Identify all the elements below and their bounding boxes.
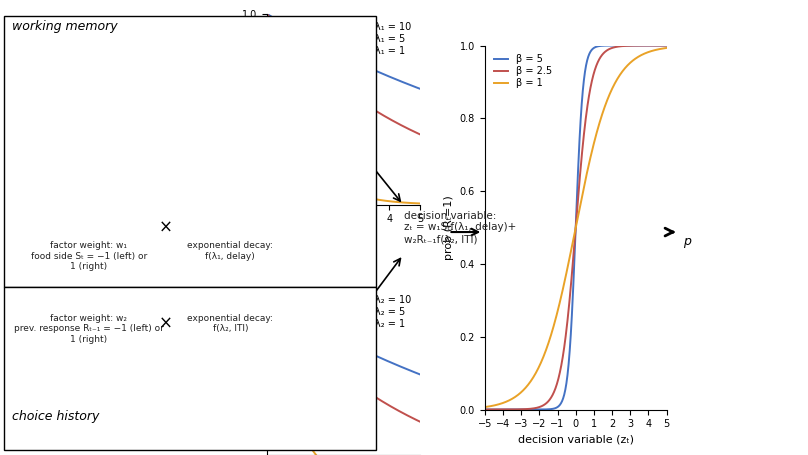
X-axis label: delay (s): delay (s) [319,230,368,240]
Text: factor weight: w₂
prev. response Rₜ₋₁ = −1 (left) or
1 (right): factor weight: w₂ prev. response Rₜ₋₁ = … [14,314,164,344]
λ₁ = 10 [335,51,344,57]
λ₁ = 5 [335,83,344,89]
Text: decision variable:
zₜ = w₁Sₜf(λ₁, delay)+
w₂Rₜ₋₁f(λ₂, ITI): decision variable: zₜ = w₁Sₜf(λ₁, delay)… [404,211,516,244]
λ₂ = 10 [335,336,345,342]
Text: working memory: working memory [12,20,118,34]
λ₁ = 5 [411,130,421,136]
λ₂ = 5 [353,383,363,388]
λ₁ = 10 [353,60,363,66]
λ₁ = 5 [345,91,355,96]
λ₂ = 5 [411,417,421,423]
λ₁ = 1 [353,192,363,198]
β = 1 [567,242,577,248]
λ₁ = 10 [411,85,421,90]
β = 5 [662,43,671,48]
λ₂ = 5 [415,419,425,425]
Text: factor weight: w₁
food side Sₜ = −1 (left) or
1 (right): factor weight: w₁ food side Sₜ = −1 (lef… [31,241,147,271]
β = 5 [567,305,577,311]
X-axis label: decision variable (zₜ): decision variable (zₜ) [518,435,633,445]
λ₁ = 5 [335,84,345,89]
λ₂ = 10 [353,345,363,350]
Text: exponential decay:
f(λ₂, ITI): exponential decay: f(λ₂, ITI) [187,314,273,334]
β = 2.5 [588,74,598,79]
β = 2.5 [662,43,671,48]
λ₁ = 1 [335,184,344,190]
λ₁ = 1 [345,189,355,195]
β = 2.5 [658,43,667,48]
Text: ×: × [158,218,173,237]
Line: λ₂ = 5: λ₂ = 5 [267,297,420,422]
λ₂ = 5 [388,404,398,410]
λ₂ = 1 [262,294,271,299]
λ₂ = 10 [262,294,271,299]
Text: exponential decay:
f(λ₁, delay): exponential decay: f(λ₁, delay) [187,241,273,261]
β = 5 [566,326,576,331]
β = 1 [480,404,490,410]
Line: β = 1: β = 1 [485,48,667,407]
λ₁ = 5 [415,131,425,137]
λ₁ = 10 [345,56,355,62]
Legend: λ₂ = 10, λ₂ = 5, λ₂ = 1: λ₂ = 10, λ₂ = 5, λ₂ = 1 [349,292,415,333]
Line: β = 5: β = 5 [485,46,667,410]
β = 1 [566,248,576,253]
λ₁ = 10 [415,86,425,91]
β = 5 [629,43,638,48]
Legend: β = 5, β = 2.5, β = 1: β = 5, β = 2.5, β = 1 [490,51,556,92]
β = 1 [658,46,667,51]
λ₁ = 10 [262,11,271,16]
Text: ×: × [158,314,173,332]
λ₁ = 5 [353,96,363,102]
β = 2.5 [480,407,490,412]
λ₂ = 10 [335,336,344,341]
β = 2.5 [566,280,576,285]
λ₂ = 5 [262,294,271,299]
Line: λ₁ = 10: λ₁ = 10 [267,14,420,89]
β = 5 [480,407,490,412]
Y-axis label: prob (Rₜ=1): prob (Rₜ=1) [444,195,454,260]
Y-axis label: factor value: factor value [226,338,236,404]
λ₂ = 10 [345,341,355,346]
Line: β = 2.5: β = 2.5 [485,46,667,410]
Line: λ₂ = 1: λ₂ = 1 [267,297,420,455]
Line: λ₁ = 1: λ₁ = 1 [267,14,420,203]
β = 2.5 [629,43,638,48]
λ₁ = 10 [335,52,345,57]
β = 2.5 [579,139,588,144]
Legend: λ₁ = 10, λ₁ = 5, λ₁ = 1: λ₁ = 10, λ₁ = 5, λ₁ = 1 [349,19,415,60]
Y-axis label: factor value: factor value [226,76,236,142]
β = 5 [658,43,667,48]
λ₁ = 1 [262,11,271,16]
λ₁ = 1 [388,199,398,204]
Line: λ₁ = 5: λ₁ = 5 [267,14,420,134]
Text: p: p [683,235,691,248]
λ₂ = 10 [411,370,421,376]
λ₁ = 5 [388,118,398,123]
Text: choice history: choice history [12,410,99,423]
β = 1 [588,144,598,150]
β = 1 [579,188,588,193]
λ₁ = 10 [388,75,398,81]
λ₂ = 10 [388,360,398,366]
β = 2.5 [567,267,577,273]
λ₁ = 1 [415,201,425,206]
λ₂ = 5 [335,369,345,375]
λ₂ = 5 [335,369,344,374]
λ₂ = 10 [415,372,425,377]
λ₂ = 5 [345,377,355,382]
λ₁ = 1 [411,201,421,206]
λ₁ = 5 [262,11,271,16]
β = 1 [629,57,638,62]
β = 5 [579,84,588,90]
λ₁ = 1 [335,185,345,190]
Line: λ₂ = 10: λ₂ = 10 [267,297,420,374]
β = 5 [588,46,598,51]
β = 1 [662,45,671,51]
